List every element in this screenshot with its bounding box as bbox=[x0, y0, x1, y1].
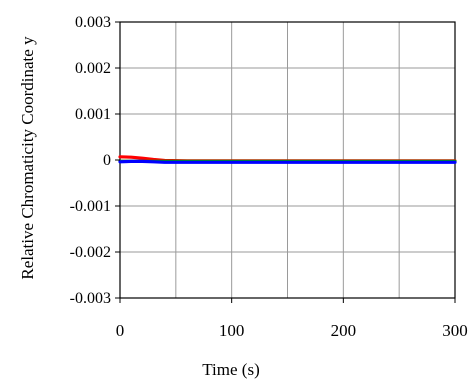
x-axis-title: Time (s) bbox=[202, 360, 259, 379]
y-tick-label: -0.002 bbox=[70, 244, 111, 261]
x-tick-label: 0 bbox=[116, 321, 125, 340]
x-tick-label: 200 bbox=[331, 321, 357, 340]
x-tick-labels: 0 100 200 300 bbox=[116, 298, 468, 340]
y-axis-title: Relative Chromaticity Coordinate y bbox=[18, 36, 37, 280]
y-tick-label: -0.001 bbox=[70, 198, 111, 215]
y-tick-label: -0.003 bbox=[70, 290, 111, 307]
y-tick-labels: -0.003 -0.002 -0.001 0 0.001 0.002 0.003 bbox=[70, 14, 120, 307]
y-tick-label: 0.003 bbox=[75, 14, 111, 31]
y-tick-label: 0 bbox=[103, 152, 111, 169]
x-tick-label: 100 bbox=[219, 321, 245, 340]
series-line-3 bbox=[118, 159, 457, 164]
data-series bbox=[118, 155, 457, 164]
y-tick-label: 0.002 bbox=[75, 60, 111, 77]
y-tick-label: 0.001 bbox=[75, 106, 111, 123]
x-tick-label: 300 bbox=[442, 321, 468, 340]
